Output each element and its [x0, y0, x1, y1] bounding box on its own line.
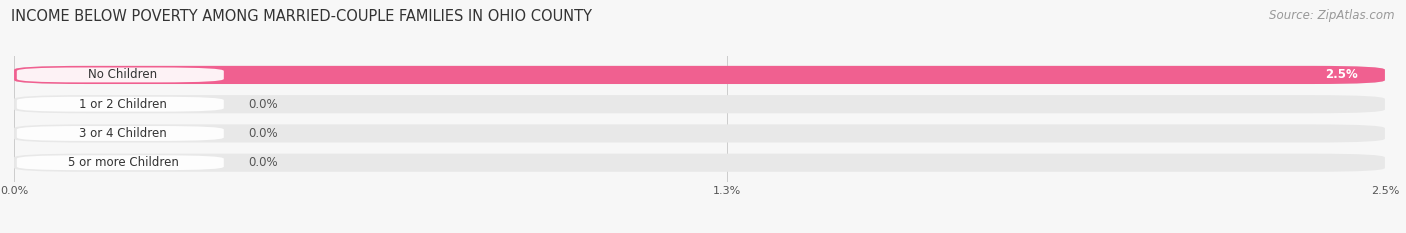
Text: INCOME BELOW POVERTY AMONG MARRIED-COUPLE FAMILIES IN OHIO COUNTY: INCOME BELOW POVERTY AMONG MARRIED-COUPL… — [11, 9, 592, 24]
Text: 0.0%: 0.0% — [249, 98, 278, 111]
FancyBboxPatch shape — [14, 66, 1385, 84]
FancyBboxPatch shape — [14, 95, 1385, 113]
Text: 0.0%: 0.0% — [249, 156, 278, 169]
Text: 3 or 4 Children: 3 or 4 Children — [79, 127, 167, 140]
Text: No Children: No Children — [89, 69, 157, 82]
Text: 1 or 2 Children: 1 or 2 Children — [79, 98, 167, 111]
Text: 5 or more Children: 5 or more Children — [67, 156, 179, 169]
Text: 0.0%: 0.0% — [249, 127, 278, 140]
FancyBboxPatch shape — [14, 154, 1385, 172]
FancyBboxPatch shape — [17, 126, 224, 141]
Text: Source: ZipAtlas.com: Source: ZipAtlas.com — [1270, 9, 1395, 22]
FancyBboxPatch shape — [17, 97, 224, 112]
FancyBboxPatch shape — [14, 66, 1385, 84]
Text: 2.5%: 2.5% — [1324, 69, 1358, 82]
FancyBboxPatch shape — [14, 124, 1385, 143]
FancyBboxPatch shape — [17, 68, 224, 82]
FancyBboxPatch shape — [17, 155, 224, 170]
